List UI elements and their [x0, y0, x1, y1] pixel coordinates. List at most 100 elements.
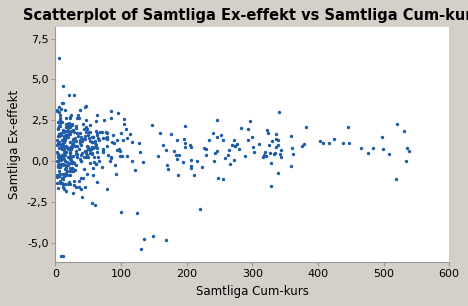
Point	[78, 195, 85, 200]
Point	[226, 162, 234, 167]
Point	[226, 148, 233, 153]
Point	[379, 146, 387, 151]
Point	[154, 153, 162, 158]
Point	[54, 119, 61, 124]
Point	[100, 118, 107, 123]
Point	[129, 158, 136, 163]
Point	[62, 132, 69, 137]
Point	[77, 143, 85, 148]
Point	[73, 152, 80, 157]
Point	[56, 113, 64, 118]
Point	[200, 146, 207, 151]
Point	[66, 173, 73, 178]
Point	[205, 138, 213, 143]
Point	[59, 143, 67, 147]
Point	[392, 176, 400, 181]
Point	[55, 164, 62, 169]
Point	[71, 135, 79, 140]
Point	[58, 144, 65, 149]
Point	[59, 162, 66, 167]
Point	[102, 130, 110, 135]
Point	[59, 155, 66, 159]
Point	[103, 137, 111, 142]
Point	[70, 183, 78, 188]
Point	[66, 166, 73, 171]
Point	[393, 121, 401, 126]
Point	[69, 141, 76, 146]
Point	[62, 166, 69, 171]
Point	[116, 153, 124, 158]
Point	[187, 144, 195, 149]
Point	[262, 154, 270, 159]
Point	[213, 134, 220, 139]
Point	[64, 126, 72, 131]
Point	[61, 108, 69, 113]
Point	[75, 146, 83, 151]
Point	[202, 147, 210, 151]
Point	[82, 151, 89, 156]
Point	[57, 253, 65, 258]
Point	[64, 147, 72, 152]
Point	[78, 152, 85, 157]
Point	[71, 144, 79, 149]
Point	[106, 159, 114, 164]
Point	[78, 139, 86, 144]
Point	[79, 176, 87, 181]
Point	[261, 150, 269, 155]
Point	[319, 140, 327, 145]
Point	[271, 151, 278, 155]
Point	[64, 146, 72, 151]
Point	[69, 137, 77, 142]
Point	[163, 162, 171, 167]
Point	[58, 146, 66, 151]
Point	[62, 173, 70, 178]
Point	[56, 132, 63, 136]
Point	[64, 129, 72, 133]
Point	[176, 153, 183, 158]
Point	[107, 156, 114, 161]
Point	[81, 136, 89, 141]
Point	[59, 146, 67, 151]
Point	[67, 145, 75, 150]
Point	[369, 146, 377, 151]
Point	[92, 162, 100, 166]
Point	[64, 169, 71, 174]
Point	[61, 181, 68, 186]
Point	[55, 131, 63, 136]
Point	[93, 180, 100, 185]
Point	[113, 137, 121, 142]
Point	[69, 141, 76, 146]
Point	[244, 127, 252, 132]
Point	[85, 133, 92, 138]
Point	[339, 141, 346, 146]
Point	[123, 136, 131, 140]
Point	[58, 144, 66, 149]
Point	[76, 157, 84, 162]
Point	[66, 124, 73, 129]
Point	[58, 142, 66, 147]
Point	[66, 151, 74, 155]
Point	[214, 176, 221, 181]
Point	[63, 122, 70, 127]
Point	[288, 164, 295, 169]
Point	[88, 145, 96, 150]
Point	[64, 135, 72, 140]
Point	[67, 113, 74, 118]
Point	[170, 149, 177, 154]
Point	[268, 139, 276, 144]
Point	[56, 156, 63, 161]
Point	[104, 153, 112, 158]
Point	[59, 127, 66, 132]
Point	[90, 159, 98, 164]
Point	[272, 132, 279, 136]
Point	[89, 165, 96, 170]
Point	[218, 133, 225, 138]
Point	[69, 154, 76, 159]
Point	[199, 165, 206, 170]
Point	[210, 130, 217, 135]
Point	[85, 144, 92, 149]
Point	[162, 238, 169, 243]
Point	[135, 140, 143, 145]
Point	[182, 144, 189, 149]
Point	[364, 150, 372, 155]
